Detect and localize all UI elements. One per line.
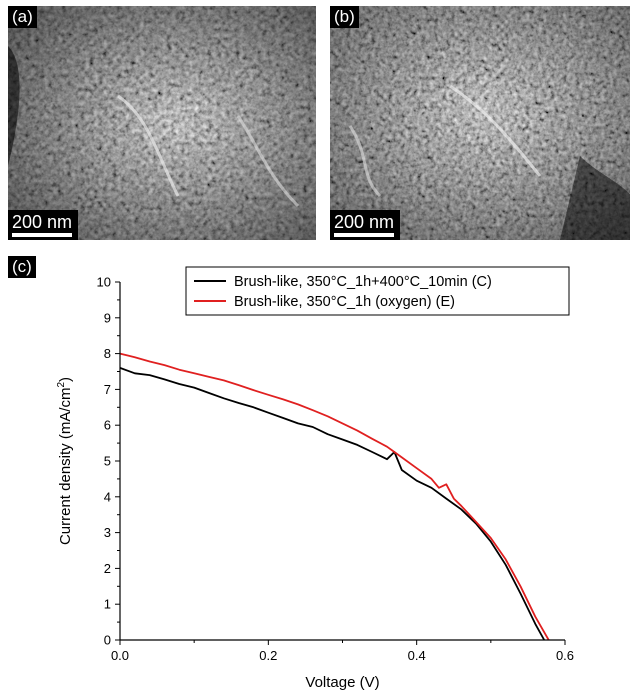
x-tick-label: 0.2 xyxy=(259,648,277,663)
y-tick-label: 8 xyxy=(104,346,111,361)
scale-label-b: 200 nm xyxy=(334,212,395,232)
scale-bar-a: 200 nm xyxy=(8,210,79,240)
x-axis-label: Voltage (V) xyxy=(305,674,379,691)
y-tick-label: 6 xyxy=(104,418,111,433)
sem-image-a: (a) 200 nm xyxy=(8,6,316,240)
y-tick-label: 4 xyxy=(104,489,111,504)
series-line-2 xyxy=(119,352,550,641)
y-tick-label: 3 xyxy=(104,525,111,540)
y-axis-label-sup: 2 xyxy=(56,382,67,388)
y-tick-label: 7 xyxy=(104,382,111,397)
scale-label-a: 200 nm xyxy=(12,212,73,232)
y-tick-label: 2 xyxy=(104,561,111,576)
panel-tag-a: (a) xyxy=(8,6,37,28)
jv-chart: 0 1 2 3 4 5 6 7 8 9 10 0.0 0.2 0.4 0.6 Brush-like, 350… xyxy=(56,266,575,691)
x-tick-label: 0.6 xyxy=(556,648,574,663)
y-axis-label-end: ) xyxy=(57,377,74,382)
legend-label-2: Brush-like, 350°C_1h (oxygen) (E) xyxy=(234,294,455,310)
legend-label-1: Brush-like, 350°C_1h+400°C_10min (C) xyxy=(234,274,492,290)
sem-texture-b xyxy=(330,6,630,240)
y-tick-label: 9 xyxy=(104,310,111,325)
y-tick-label: 5 xyxy=(104,454,111,469)
y-axis-label-main: Current density (mA/cm xyxy=(57,388,74,546)
legend: Brush-like, 350°C_1h+400°C_10min (C) Brus… xyxy=(185,266,570,316)
y-tick-label: 10 xyxy=(97,275,111,290)
panel-tag-b: (b) xyxy=(330,6,359,28)
scale-line-b xyxy=(334,233,394,237)
sem-image-b: (b) 200 nm xyxy=(330,6,630,240)
scale-bar-b: 200 nm xyxy=(330,210,401,240)
panel-tag-c: (c) xyxy=(8,256,36,278)
y-tick-label: 0 xyxy=(104,633,111,648)
axes-layer: 0 1 2 3 4 5 6 7 8 9 10 0.0 0.2 0.4 0.6 xyxy=(97,275,575,664)
series-line-1 xyxy=(119,367,545,641)
y-axis-label: Current density (mA/cm2) xyxy=(56,377,74,545)
sem-texture-a xyxy=(8,6,316,240)
series-layer xyxy=(119,352,550,641)
scale-line-a xyxy=(12,233,72,237)
legend-box xyxy=(185,266,570,316)
y-tick-label: 1 xyxy=(104,597,111,612)
x-tick-label: 0.0 xyxy=(111,648,129,663)
x-tick-label: 0.4 xyxy=(408,648,426,663)
